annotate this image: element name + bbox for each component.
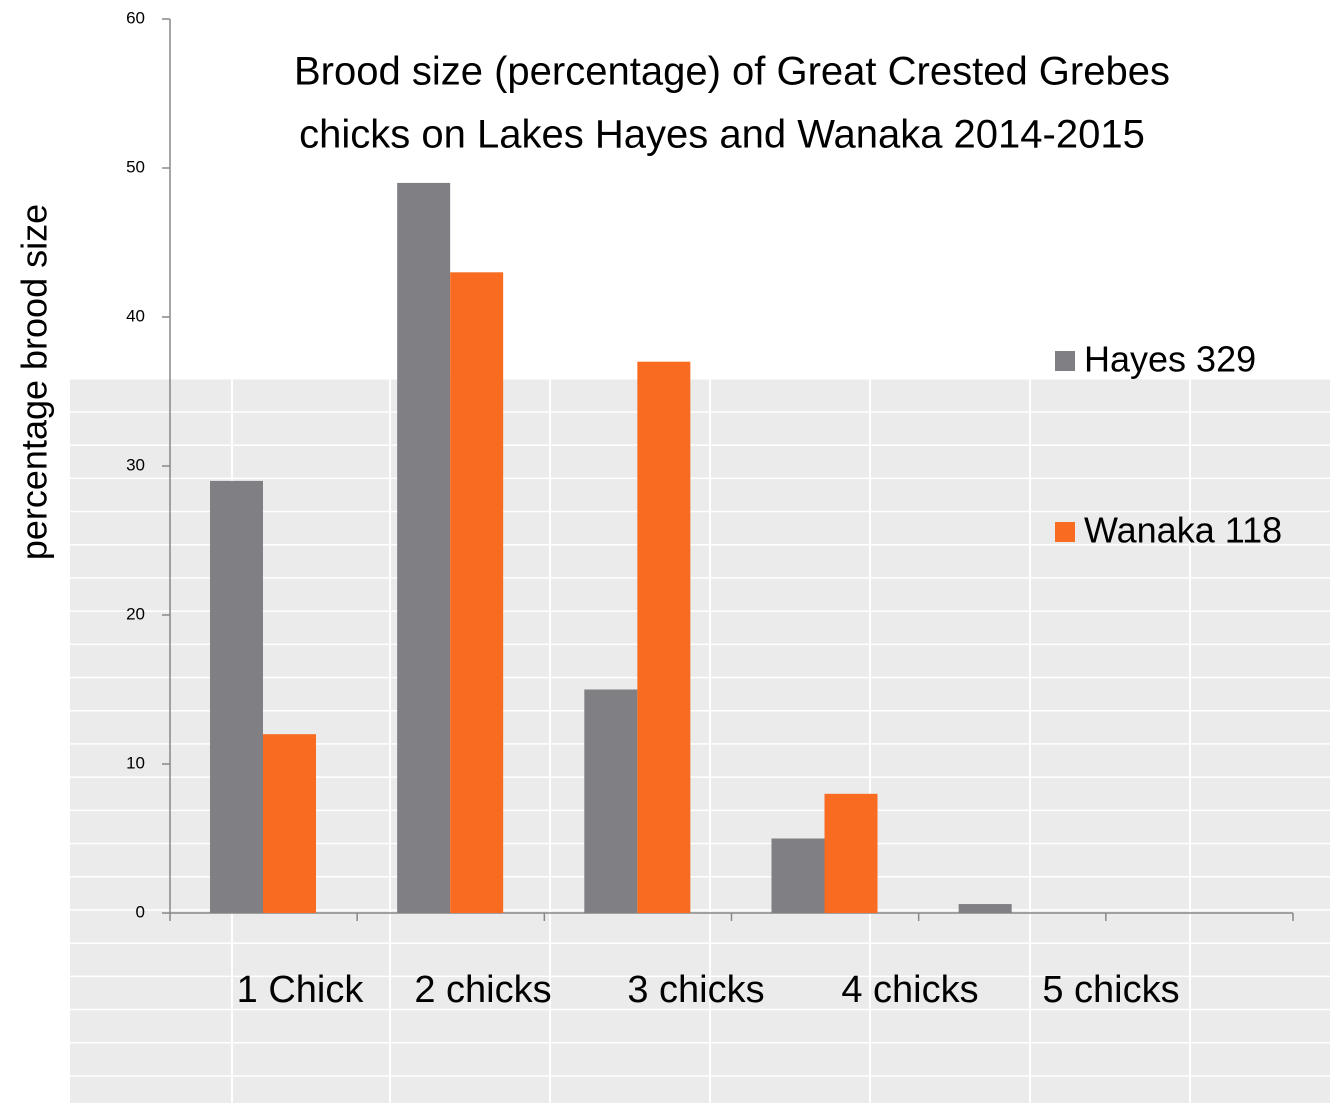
y-tick-label: 10 (126, 753, 145, 772)
y-axis-label: percentage brood size (14, 204, 55, 560)
bar (824, 793, 878, 913)
y-tick-label: 40 (126, 306, 145, 325)
legend-label: Hayes 329 (1084, 339, 1256, 380)
x-tick-label: 2 chicks (414, 969, 551, 1011)
bar (397, 182, 451, 913)
bar (263, 734, 316, 913)
bar (584, 689, 638, 913)
y-tick-label: 30 (126, 455, 145, 474)
bar (210, 480, 263, 913)
bar (450, 272, 504, 913)
legend-swatch (1055, 522, 1075, 542)
y-tick-label: 0 (136, 902, 145, 921)
y-tick-label: 20 (126, 604, 145, 623)
y-tick-label: 50 (126, 157, 145, 176)
bar (771, 838, 825, 913)
x-tick-label: 3 chicks (627, 969, 764, 1011)
y-tick-label: 60 (126, 8, 145, 27)
legend-label: Wanaka 118 (1084, 510, 1282, 551)
chart-title: chicks on Lakes Hayes and Wanaka 2014-20… (299, 113, 1145, 157)
x-tick-label: 1 Chick (237, 969, 365, 1011)
legend-swatch (1055, 351, 1075, 371)
bar (637, 361, 691, 913)
x-tick-label: 5 chicks (1042, 969, 1179, 1011)
bar (958, 904, 1012, 913)
chart-title: Brood size (percentage) of Great Crested… (294, 50, 1170, 94)
x-tick-label: 4 chicks (841, 969, 978, 1011)
